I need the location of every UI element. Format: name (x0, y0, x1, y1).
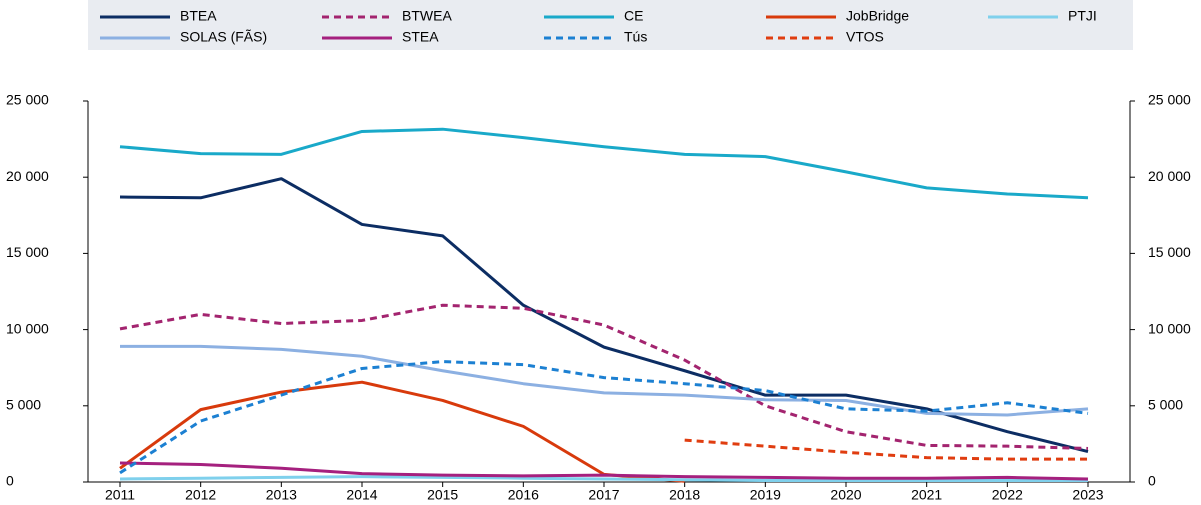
x-tick-label: 2013 (266, 487, 297, 503)
series-line (119, 461, 1089, 481)
y-tick-label: 25 000 (6, 92, 49, 108)
x-tick-label: 2021 (911, 487, 942, 503)
y-tick-label: 10 000 (6, 320, 49, 336)
y2-tick-label: 10 000 (1148, 320, 1191, 336)
series-line (684, 438, 1088, 461)
legend-background (88, 0, 1133, 50)
x-tick-label: 2019 (750, 487, 781, 503)
x-tick-label: 2015 (427, 487, 458, 503)
legend-label: BTWEA (402, 8, 452, 24)
legend-label: VTOS (846, 29, 884, 45)
series-line (119, 177, 1089, 453)
legend-label: Tús (624, 29, 647, 45)
y-tick-label: 20 000 (6, 168, 49, 184)
y2-tick-label: 0 (1148, 473, 1156, 489)
legend-label: PTJI (1068, 8, 1097, 24)
legend-label: STEA (402, 29, 439, 45)
legend-label: BTEA (180, 8, 217, 24)
y-tick-label: 0 (6, 473, 14, 489)
y2-tick-label: 25 000 (1148, 92, 1191, 108)
legend-label: SOLAS (FÃS) (180, 29, 267, 45)
x-tick-label: 2023 (1072, 487, 1103, 503)
x-tick-label: 2016 (508, 487, 539, 503)
y2-tick-label: 20 000 (1148, 168, 1191, 184)
series-line (120, 344, 1089, 417)
legend-label: CE (624, 8, 643, 24)
x-tick-label: 2012 (185, 487, 216, 503)
series-line (119, 360, 1089, 475)
x-tick-label: 2014 (346, 487, 377, 503)
series-line (119, 475, 1088, 482)
x-tick-label: 2022 (992, 487, 1023, 503)
x-tick-label: 2017 (588, 487, 619, 503)
y2-tick-label: 15 000 (1148, 244, 1191, 260)
series-line (119, 380, 685, 483)
y2-tick-label: 5 000 (1148, 397, 1183, 413)
y-tick-label: 5 000 (6, 397, 41, 413)
x-tick-label: 2011 (105, 487, 135, 503)
legend-label: JobBridge (846, 8, 909, 24)
x-tick-label: 2018 (669, 487, 700, 503)
y-tick-label: 15 000 (6, 244, 49, 260)
series-line (119, 127, 1089, 200)
x-tick-label: 2020 (830, 487, 861, 503)
